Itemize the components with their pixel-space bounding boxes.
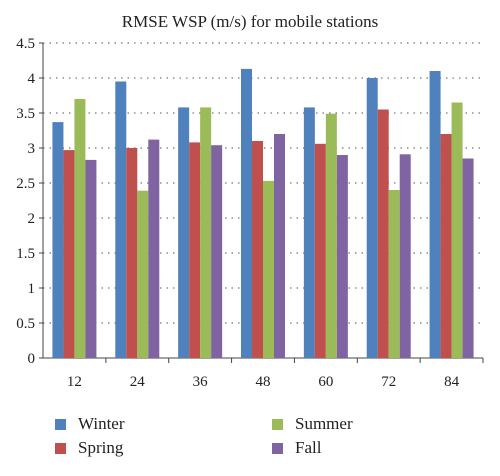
bar-summer-60 — [325, 113, 337, 358]
bar-summer-48 — [263, 180, 274, 358]
bar-summer-12 — [74, 99, 86, 358]
y-tick-label: 3 — [28, 141, 36, 157]
bar-summer-84 — [451, 102, 463, 358]
legend-label-summer: Summer — [295, 414, 353, 433]
y-tick-label: 1 — [28, 281, 36, 297]
y-tick-labels: 0 0.5 1 1.5 2 2.5 3 3.5 4 4.5 — [16, 36, 35, 367]
x-tick-label: 72 — [381, 374, 396, 390]
legend-item-summer: Summer — [272, 414, 353, 434]
x-tick-labels: 12 24 36 48 60 72 84 — [67, 374, 460, 390]
bar-spring-84 — [440, 134, 452, 358]
bar-spring-12 — [63, 150, 75, 358]
bar-fall-84 — [462, 158, 474, 358]
bar-winter-24 — [115, 81, 127, 358]
bar-summer-36 — [200, 107, 212, 359]
bar-spring-60 — [314, 143, 326, 358]
bar-fall-12 — [85, 159, 97, 358]
y-tick-label: 1.5 — [16, 246, 35, 262]
bar-winter-12 — [52, 122, 64, 358]
bar-winter-84 — [429, 71, 441, 358]
y-tick-label: 0 — [28, 351, 36, 367]
legend-swatch-winter — [55, 418, 66, 430]
bar-summer-72 — [388, 190, 400, 358]
bar-fall-24 — [148, 139, 160, 358]
x-tick-label: 60 — [318, 374, 333, 390]
bar-spring-24 — [126, 148, 138, 358]
bar-fall-72 — [399, 154, 411, 358]
chart-title: RMSE WSP (m/s) for mobile stations — [121, 12, 379, 31]
bar-fall-36 — [211, 145, 223, 358]
legend-label-spring: Spring — [78, 438, 124, 457]
legend-swatch-fall — [272, 442, 283, 454]
bar-spring-48 — [252, 141, 263, 358]
x-tick-label: 12 — [67, 374, 82, 390]
bar-fall-60 — [336, 155, 348, 358]
legend-label-fall: Fall — [295, 438, 322, 457]
legend-label-winter: Winter — [78, 414, 125, 433]
x-tick-label: 24 — [130, 374, 146, 390]
legend-item-fall: Fall — [272, 438, 321, 458]
bars — [52, 68, 474, 359]
legend: Winter Spring Summer Fall — [0, 408, 500, 468]
bar-spring-36 — [189, 142, 201, 358]
bar-spring-72 — [377, 109, 389, 358]
legend-swatch-spring — [55, 442, 66, 454]
legend-item-winter: Winter — [55, 414, 125, 434]
y-tick-label: 2 — [28, 211, 36, 227]
y-tick-label: 3.5 — [16, 106, 35, 122]
y-tick-label: 4 — [28, 71, 36, 87]
bar-winter-72 — [366, 78, 378, 358]
y-tick-label: 4.5 — [16, 36, 35, 52]
legend-swatch-summer — [272, 418, 283, 430]
x-tick-label: 84 — [444, 374, 460, 390]
x-tick-label: 48 — [256, 374, 271, 390]
bar-fall-48 — [274, 134, 285, 358]
bar-winter-36 — [178, 107, 190, 359]
bar-winter-48 — [241, 68, 252, 359]
y-tick-label: 2.5 — [16, 176, 35, 192]
x-tick-label: 36 — [193, 374, 209, 390]
bar-summer-24 — [137, 190, 149, 358]
y-tick-label: 0.5 — [16, 316, 35, 332]
legend-item-spring: Spring — [55, 438, 123, 458]
bar-winter-60 — [303, 107, 315, 359]
